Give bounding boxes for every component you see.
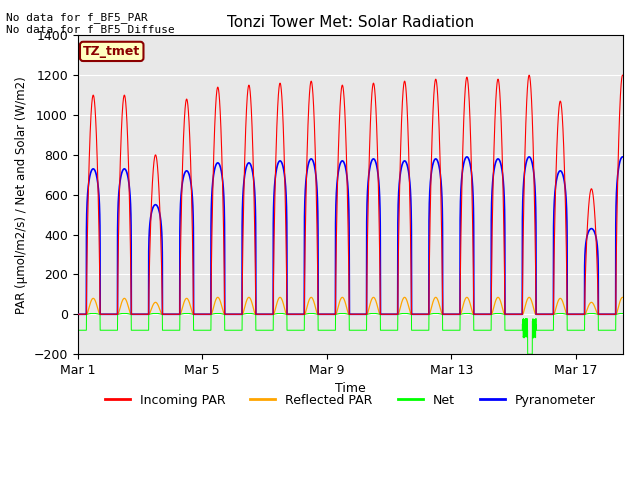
- Title: Tonzi Tower Met: Solar Radiation: Tonzi Tower Met: Solar Radiation: [227, 15, 474, 30]
- X-axis label: Time: Time: [335, 383, 365, 396]
- Y-axis label: PAR (μmol/m2/s) / Net and Solar (W/m2): PAR (μmol/m2/s) / Net and Solar (W/m2): [15, 76, 28, 313]
- Legend: Incoming PAR, Reflected PAR, Net, Pyranometer: Incoming PAR, Reflected PAR, Net, Pyrano…: [100, 389, 600, 412]
- Text: No data for f_BF5_PAR
No data for f_BF5_Diffuse: No data for f_BF5_PAR No data for f_BF5_…: [6, 12, 175, 36]
- Text: TZ_tmet: TZ_tmet: [83, 45, 140, 58]
